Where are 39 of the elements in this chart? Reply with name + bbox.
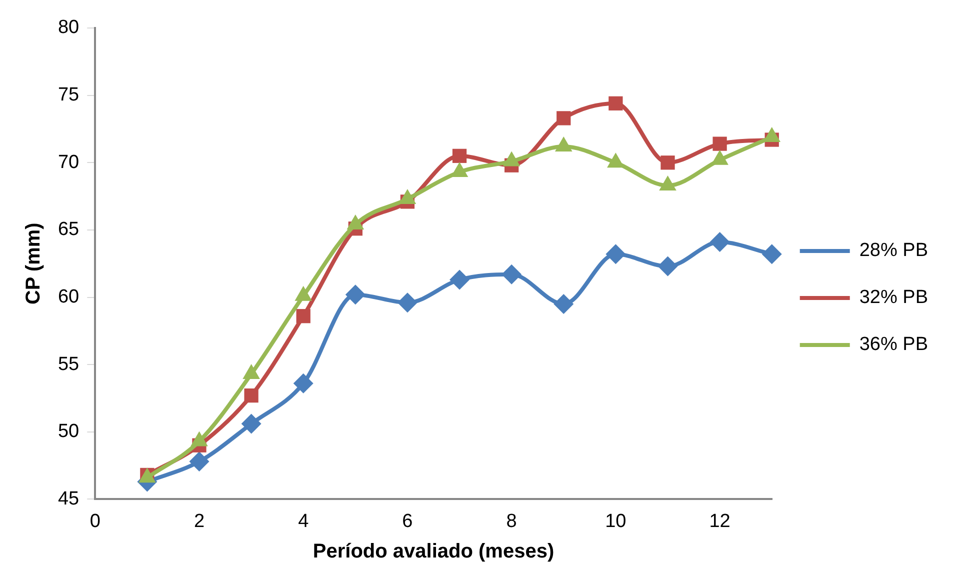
point [762,244,782,264]
point [293,373,314,394]
point [241,414,262,434]
x-tick-label: 12 [709,510,730,532]
y-tick-label: 70 [58,152,80,173]
y-tick-label: 45 [58,488,80,510]
x-tick-label: 2 [194,510,205,532]
x-tick-label: 10 [605,510,626,532]
y-tick-label: 80 [58,17,80,38]
y-tick-label: 75 [58,84,80,106]
y-tick-label: 65 [58,219,80,240]
point [554,294,574,314]
point [189,452,210,472]
legend-label: 36% PB [859,334,928,356]
x-tick-label: 6 [402,510,413,532]
point [244,388,258,403]
point [556,111,571,126]
y-tick-label: 55 [58,354,80,375]
y-axis-title: CP (mm) [22,222,45,305]
point [658,256,678,276]
x-axis-title: Período avaliado (meses) [312,540,554,563]
y-tick-label: 60 [58,286,80,308]
point [296,309,310,324]
point [608,96,623,110]
point [345,284,366,305]
point [502,264,522,284]
x-tick-label: 0 [90,510,100,532]
point [710,232,730,252]
x-tick-label: 8 [506,510,517,532]
point [450,270,470,290]
point [712,136,727,151]
point [452,148,467,163]
legend-label: 28% PB [859,240,928,262]
point [660,156,675,170]
legend-label: 32% PB [859,287,928,308]
x-tick-label: 4 [298,510,310,532]
point [397,292,418,313]
point [606,244,626,264]
y-tick-label: 50 [58,421,80,442]
